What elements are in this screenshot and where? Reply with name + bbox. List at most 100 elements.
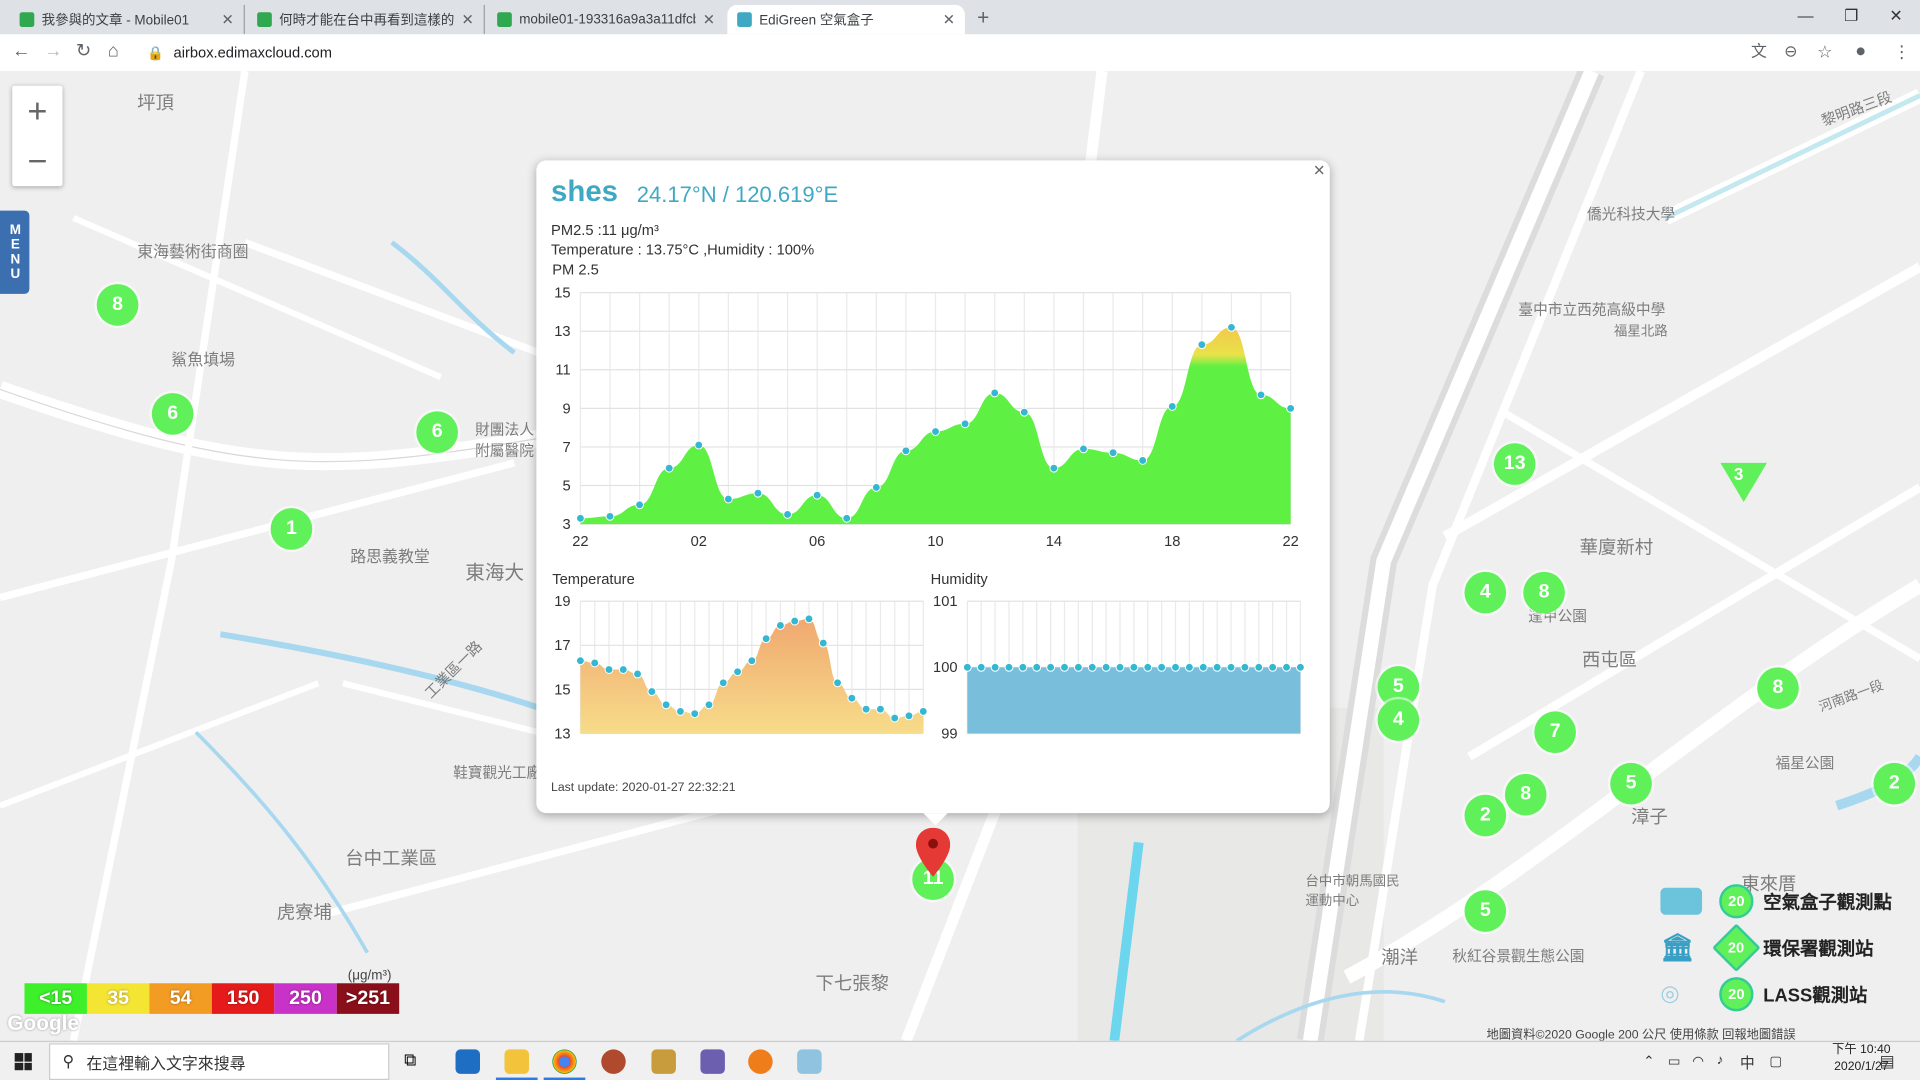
pm25-chart-title: PM 2.5: [552, 260, 599, 278]
minimize-icon[interactable]: —: [1797, 6, 1814, 25]
home-icon[interactable]: ⌂: [107, 40, 119, 62]
x-tick-label: 14: [1046, 534, 1062, 550]
edge-icon[interactable]: [455, 1049, 481, 1074]
restore-icon[interactable]: ❐: [1844, 6, 1859, 25]
app-icon[interactable]: [651, 1049, 676, 1074]
task-view-icon[interactable]: ⧉: [404, 1049, 417, 1069]
close-tab-icon[interactable]: ✕: [942, 11, 956, 29]
legend-lass: ◎ 20 LASS觀測站: [1660, 977, 1868, 1012]
station-popup: × shes 24.17°N / 120.619°E PM2.5 :11 μg/…: [536, 160, 1330, 826]
blender-icon[interactable]: [748, 1049, 773, 1074]
browser-tab-active[interactable]: EdiGreen 空氣盒子 ✕: [727, 4, 965, 35]
app-icon[interactable]: [797, 1049, 822, 1074]
tab-title: EdiGreen 空氣盒子: [759, 13, 874, 29]
browser-tab[interactable]: 何時才能在台中再看到這樣的藍 ✕: [247, 4, 485, 35]
tray-chevron-icon[interactable]: ⌃: [1643, 1054, 1655, 1069]
google-logo: Google: [7, 1011, 80, 1035]
close-popup-button[interactable]: ×: [1313, 160, 1325, 182]
map-marker[interactable]: 6: [416, 411, 458, 454]
data-point: [1167, 402, 1177, 411]
bookmark-star-icon[interactable]: ☆: [1817, 41, 1833, 62]
map-marker[interactable]: 6: [151, 393, 194, 435]
map-label: 福星北路: [1613, 324, 1668, 340]
app-icon[interactable]: [700, 1049, 725, 1074]
browser-tab[interactable]: mobile01-193316a9a3a11dfcb ✕: [487, 5, 725, 34]
profile-icon[interactable]: ●: [1855, 40, 1867, 62]
data-point: [1115, 662, 1125, 672]
data-point: [962, 662, 972, 672]
data-point: [1226, 662, 1236, 672]
windows-start-icon[interactable]: [14, 1053, 32, 1071]
zoom-in-button[interactable]: +: [27, 91, 48, 130]
map-marker[interactable]: 1: [270, 508, 313, 550]
map-marker[interactable]: 4: [1377, 699, 1420, 741]
data-point: [1227, 322, 1236, 332]
data-point: [1087, 662, 1097, 672]
map-label: 虎寮埔: [276, 902, 332, 924]
reload-icon[interactable]: ↻: [75, 40, 92, 62]
x-tick-label: 22: [572, 534, 588, 550]
triangle-marker-icon[interactable]: [1720, 462, 1767, 503]
forward-icon[interactable]: →: [44, 40, 63, 62]
map-marker[interactable]: 13: [1493, 443, 1536, 485]
zoom-icon[interactable]: ⊖: [1784, 41, 1798, 61]
legend-label: LASS觀測站: [1763, 985, 1868, 1006]
map-marker[interactable]: 8: [1504, 773, 1547, 816]
data-point: [904, 711, 914, 721]
data-point: [1138, 456, 1148, 465]
data-point: [676, 707, 685, 716]
map-label: 東海藝術街商圈: [137, 242, 249, 261]
menu-button[interactable]: MENU: [0, 210, 30, 294]
close-tab-icon[interactable]: ✕: [702, 11, 716, 29]
menu-label: MENU: [7, 222, 23, 282]
data-point: [633, 669, 642, 679]
data-point: [1046, 662, 1056, 672]
map-label: 鯊魚填場: [171, 350, 236, 369]
data-point: [1282, 662, 1291, 672]
battery-icon[interactable]: ▭: [1667, 1054, 1681, 1069]
chrome-icon[interactable]: [552, 1049, 577, 1074]
keyboard-icon[interactable]: ▢: [1769, 1054, 1783, 1069]
close-window-icon[interactable]: ✕: [1889, 6, 1903, 25]
taskbar-clock[interactable]: 下午 10:40 2020/1/27: [1832, 1042, 1891, 1076]
zoom-out-button[interactable]: −: [27, 141, 48, 180]
data-point: [753, 488, 763, 498]
location-pin-icon[interactable]: [915, 827, 951, 877]
wifi-icon[interactable]: ◠: [1692, 1054, 1705, 1069]
map-label: 東海大: [465, 563, 525, 585]
tab-title: 何時才能在台中再看到這樣的藍: [279, 13, 455, 29]
y-tick-label: 13: [554, 324, 570, 340]
new-tab-icon[interactable]: +: [977, 6, 990, 30]
data-point: [876, 704, 885, 714]
y-tick-label: 15: [554, 682, 570, 698]
notification-icon[interactable]: ▤: [1879, 1051, 1895, 1071]
translate-icon[interactable]: 文: [1751, 41, 1767, 61]
y-tick-label: 11: [555, 363, 570, 379]
y-tick-label: 17: [554, 638, 570, 654]
menu-kebab-icon[interactable]: ⋮: [1893, 41, 1911, 62]
map-marker[interactable]: 5: [1610, 762, 1652, 805]
map-marker[interactable]: 8: [1757, 667, 1799, 709]
taskbar-search-box[interactable]: ⚲ 在這裡輸入文字來搜尋: [48, 1043, 390, 1080]
data-point: [890, 713, 900, 723]
map-marker[interactable]: 7: [1534, 711, 1576, 754]
mobile01-favicon-icon: [497, 12, 512, 27]
data-point: [694, 440, 704, 450]
close-tab-icon[interactable]: ✕: [221, 11, 234, 29]
map-marker[interactable]: 4: [1464, 571, 1507, 614]
map-marker[interactable]: 5: [1464, 890, 1507, 932]
temperature-humidity-reading: Temperature : 13.75°C ,Humidity : 100%: [551, 241, 815, 259]
browser-tab[interactable]: 我參與的文章 - Mobile01 ✕: [10, 4, 245, 35]
map-marker[interactable]: 2: [1873, 762, 1916, 805]
back-icon[interactable]: ←: [12, 40, 31, 62]
map-marker[interactable]: 8: [1523, 571, 1565, 614]
address-bar[interactable]: 🔒 airbox.edimaxcloud.com: [147, 39, 1788, 66]
aqi-bin: <15: [24, 983, 87, 1014]
close-tab-icon[interactable]: ✕: [461, 11, 474, 29]
volume-icon[interactable]: ♪: [1716, 1053, 1724, 1068]
map-marker[interactable]: 2: [1464, 794, 1507, 837]
ime-indicator[interactable]: 中: [1740, 1054, 1755, 1072]
map-marker[interactable]: 8: [96, 284, 139, 326]
file-explorer-icon[interactable]: [504, 1049, 529, 1074]
app-icon[interactable]: [601, 1049, 626, 1074]
